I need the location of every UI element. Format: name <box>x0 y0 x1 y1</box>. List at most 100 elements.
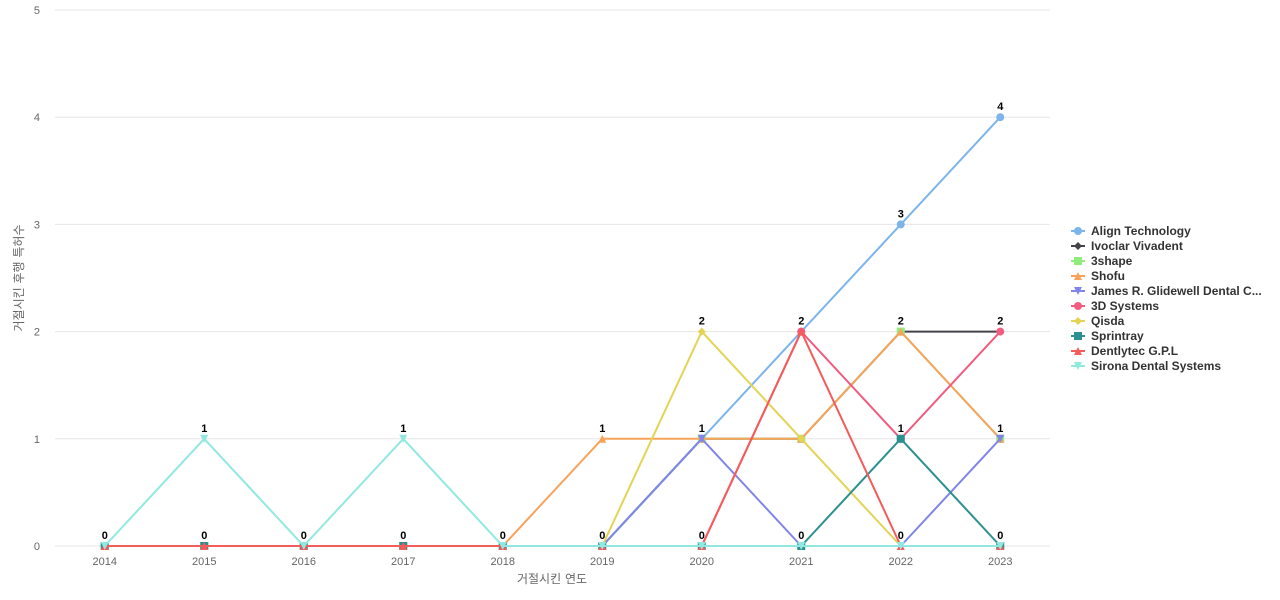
legend-label: Qisda <box>1091 314 1125 328</box>
data-label: 0 <box>798 530 804 542</box>
series-line[interactable] <box>103 437 1002 547</box>
legend-marker-symbol <box>1074 272 1082 280</box>
data-point[interactable] <box>697 327 706 336</box>
data-label: 1 <box>997 423 1003 435</box>
legend-marker-symbol <box>1074 332 1082 340</box>
data-label: 0 <box>898 530 904 542</box>
data-point[interactable] <box>598 434 607 443</box>
legend-marker-symbol <box>1074 302 1082 310</box>
y-tick-label: 2 <box>34 327 40 339</box>
y-tick-label: 4 <box>34 112 40 124</box>
x-axis-title: 거절시킨 연도 <box>517 572 587 586</box>
data-label: 0 <box>201 530 207 542</box>
data-point[interactable] <box>697 542 706 550</box>
data-label: 2 <box>898 316 904 328</box>
data-label: 1 <box>201 423 207 435</box>
data-point[interactable] <box>896 220 905 229</box>
data-label: 2 <box>699 316 705 328</box>
legend-label: Align Technology <box>1091 224 1191 238</box>
legend-item[interactable]: Sirona Dental Systems <box>1071 359 1221 373</box>
data-label: 1 <box>400 423 406 435</box>
y-axis-title: 거절시킨 후행 특허수 <box>11 225 26 332</box>
x-tick-label: 2015 <box>192 556 216 568</box>
gridlines <box>55 9 1050 547</box>
data-label: 0 <box>699 530 705 542</box>
legend-marker-symbol <box>1074 362 1082 370</box>
data-label: 2 <box>997 316 1003 328</box>
data-point[interactable] <box>100 542 109 550</box>
series-group <box>100 113 1005 550</box>
data-point[interactable] <box>797 542 806 550</box>
y-tick-label: 3 <box>34 219 40 231</box>
legend-item[interactable]: Dentlytec G.P.L <box>1071 344 1178 358</box>
legend-label: Sirona Dental Systems <box>1091 359 1221 373</box>
data-point[interactable] <box>299 542 308 550</box>
legend-label: James R. Glidewell Dental C... <box>1091 284 1262 298</box>
x-tick-label: 2023 <box>988 556 1012 568</box>
x-tick-label: 2022 <box>889 556 913 568</box>
legend-item[interactable]: Shofu <box>1071 269 1125 283</box>
data-point[interactable] <box>996 327 1005 336</box>
data-labels: 3 4 1 2 1 1 2 2 0 0 1 2 0 1 0 1 0 0 0 0 0 0 <box>102 101 1005 542</box>
x-tick-label: 2018 <box>491 556 515 568</box>
data-label: 1 <box>898 423 904 435</box>
y-tick-label: 0 <box>34 541 40 553</box>
x-tick-label: 2016 <box>292 556 316 568</box>
data-point[interactable] <box>598 542 607 550</box>
data-point[interactable] <box>996 434 1005 443</box>
data-point[interactable] <box>896 327 905 336</box>
legend-marker-symbol <box>1074 347 1082 355</box>
legend-marker-symbol <box>1074 317 1082 325</box>
x-tick-label: 2017 <box>391 556 415 568</box>
y-axis-ticks: 0 1 2 3 4 5 <box>34 5 40 553</box>
data-label: 3 <box>898 208 904 220</box>
legend-item[interactable]: James R. Glidewell Dental C... <box>1071 284 1262 298</box>
legend-item[interactable]: 3shape <box>1071 254 1133 268</box>
legend-label: Sprintray <box>1091 329 1144 343</box>
data-point[interactable] <box>797 434 806 443</box>
x-axis-ticks: 2014 2015 2016 2017 2018 2019 2020 2021 2022 2023 <box>93 556 1013 568</box>
data-label: 0 <box>500 530 506 542</box>
legend-marker-symbol <box>1074 257 1082 265</box>
legend-marker-symbol <box>1074 227 1082 235</box>
data-point[interactable] <box>498 542 507 550</box>
data-label: 0 <box>997 530 1003 542</box>
legend-label: Dentlytec G.P.L <box>1091 344 1178 358</box>
data-point[interactable] <box>200 434 209 443</box>
data-label: 0 <box>599 530 605 542</box>
data-point[interactable] <box>797 327 806 336</box>
legend-label: Ivoclar Vivadent <box>1091 239 1183 253</box>
series-9 <box>100 434 1005 550</box>
legend-item[interactable]: Qisda <box>1071 314 1125 328</box>
data-label: 0 <box>400 530 406 542</box>
legend-item[interactable]: Align Technology <box>1071 224 1191 238</box>
x-tick-label: 2020 <box>690 556 714 568</box>
legend-marker-symbol <box>1074 242 1082 250</box>
data-point[interactable] <box>996 113 1005 122</box>
data-label: 4 <box>997 101 1004 113</box>
data-label: 0 <box>301 530 307 542</box>
data-label: 1 <box>699 423 705 435</box>
data-point[interactable] <box>399 434 408 443</box>
legend-label: Shofu <box>1091 269 1125 283</box>
legend-item[interactable]: Ivoclar Vivadent <box>1071 239 1183 253</box>
data-point[interactable] <box>697 434 706 443</box>
data-point[interactable] <box>896 434 905 443</box>
x-tick-label: 2021 <box>789 556 813 568</box>
data-point[interactable] <box>996 542 1005 550</box>
data-label: 2 <box>798 316 804 328</box>
legend-marker-symbol <box>1074 287 1082 295</box>
y-tick-label: 5 <box>34 5 40 17</box>
data-point[interactable] <box>200 542 209 550</box>
x-tick-label: 2019 <box>590 556 614 568</box>
data-label: 1 <box>599 423 605 435</box>
data-point[interactable] <box>399 542 408 550</box>
y-tick-label: 1 <box>34 434 40 446</box>
data-point[interactable] <box>896 542 905 550</box>
legend-item[interactable]: 3D Systems <box>1071 299 1159 313</box>
legend-item[interactable]: Sprintray <box>1071 329 1144 343</box>
legend-label: 3shape <box>1091 254 1133 268</box>
